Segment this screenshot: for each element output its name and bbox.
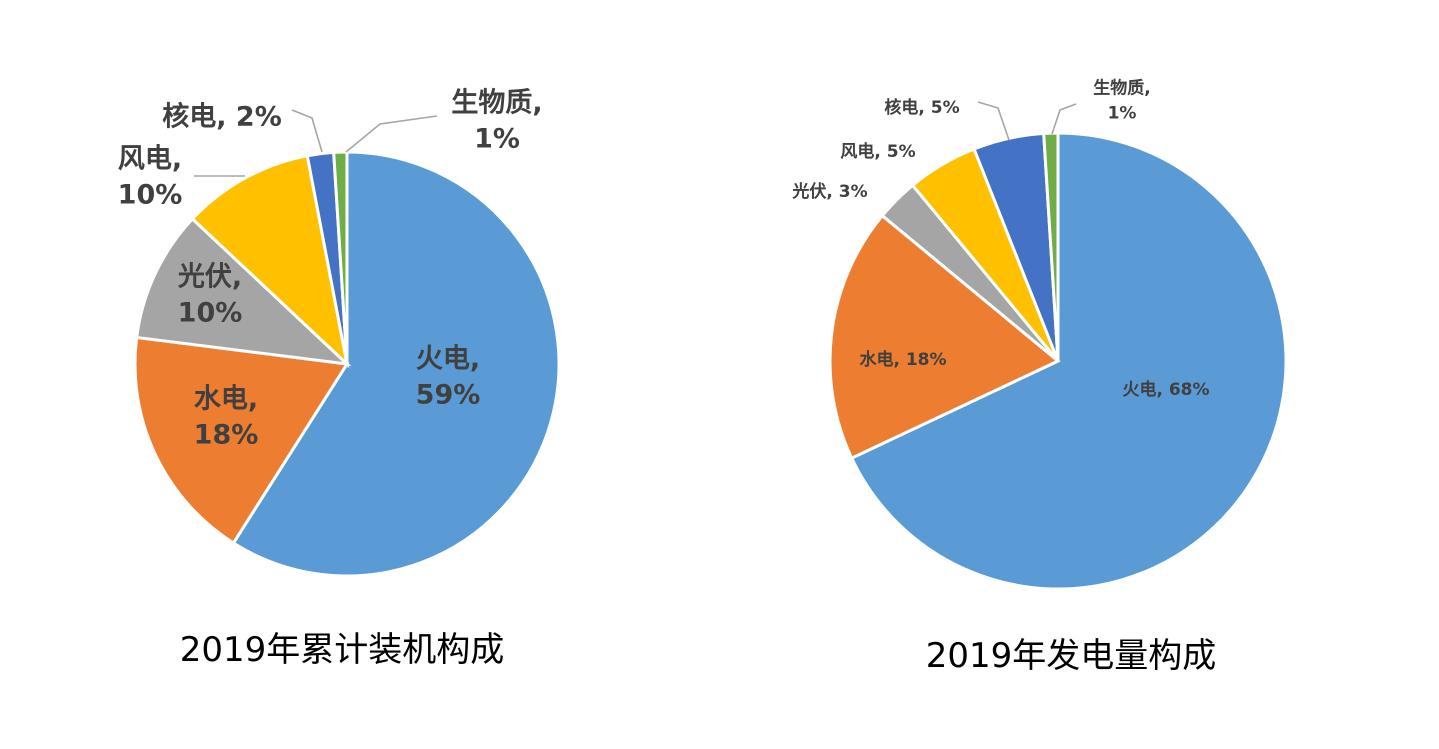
slice-label-line: 核电, 5% bbox=[884, 97, 959, 118]
chart-title-installed-capacity: 2019年累计装机构成 bbox=[179, 630, 505, 670]
leader-line-1-4 bbox=[977, 101, 1010, 141]
slice-label-0-2: 光伏, 10% bbox=[177, 262, 242, 329]
slice-label-1-3: 风电, 5% bbox=[840, 141, 915, 162]
slice-label-0-4: 核电, 2% bbox=[162, 101, 282, 133]
pie-slice-1-0 bbox=[849, 131, 1288, 591]
slice-label-line: 10% bbox=[118, 180, 183, 211]
slice-label-line: 光伏, bbox=[177, 262, 242, 293]
slice-label-line: 1% bbox=[474, 124, 520, 155]
pie-slice-0-0 bbox=[231, 150, 561, 578]
slice-label-line: 火电, 68% bbox=[1122, 379, 1209, 400]
pie-slice-0-3 bbox=[190, 154, 350, 369]
slice-label-0-1: 水电, 18% bbox=[194, 384, 259, 451]
slice-label-0-0: 火电, 59% bbox=[416, 344, 481, 411]
pie-slice-0-1 bbox=[133, 335, 350, 546]
slice-label-1-0: 火电, 68% bbox=[1122, 379, 1209, 400]
slice-label-line: 水电, 18% bbox=[859, 349, 946, 370]
slice-label-line: 光伏, 3% bbox=[791, 181, 867, 202]
slice-label-line: 水电, bbox=[194, 384, 258, 415]
slice-label-1-5: 生物质, 1% bbox=[1093, 78, 1150, 124]
leader-line-0-5 bbox=[345, 115, 438, 153]
pie-chart-1: 火电, 68% 水电, 18% 光伏, 3% 风电, 5% 核电, 5% 生物质, 1% bbox=[791, 78, 1288, 591]
leader-line-1-5 bbox=[1051, 103, 1077, 135]
slice-label-line: 风电, bbox=[118, 144, 182, 175]
slice-label-line: 1% bbox=[1108, 104, 1137, 124]
slice-label-0-3: 风电, 10% bbox=[118, 144, 183, 211]
slice-label-line: 18% bbox=[194, 420, 259, 451]
slice-label-line: 生物质, bbox=[451, 88, 542, 119]
slice-label-1-4: 核电, 5% bbox=[884, 97, 959, 118]
pie-slice-1-1 bbox=[828, 213, 1061, 461]
slice-label-line: 59% bbox=[416, 380, 481, 411]
slice-label-1-2: 光伏, 3% bbox=[791, 181, 867, 202]
slice-label-line: 火电, bbox=[416, 344, 480, 375]
slice-label-1-1: 水电, 18% bbox=[859, 349, 946, 370]
chart-title-generation: 2019年发电量构成 bbox=[925, 636, 1217, 676]
slice-label-line: 生物质, bbox=[1093, 78, 1150, 99]
slice-label-0-5: 生物质, 1% bbox=[451, 88, 542, 155]
slice-label-line: 10% bbox=[178, 298, 243, 329]
pie-slice-0-2 bbox=[134, 216, 352, 367]
pie-chart-0: 火电, 59% 水电, 18% 光伏, 10% 风电, 10% 核电, 2% 生物质, 1% bbox=[118, 88, 561, 578]
slice-label-line: 核电, 2% bbox=[162, 101, 282, 133]
leader-line-0-4 bbox=[291, 109, 323, 153]
pie-slice-1-5 bbox=[1042, 131, 1060, 362]
slice-label-line: 风电, 5% bbox=[840, 141, 915, 162]
